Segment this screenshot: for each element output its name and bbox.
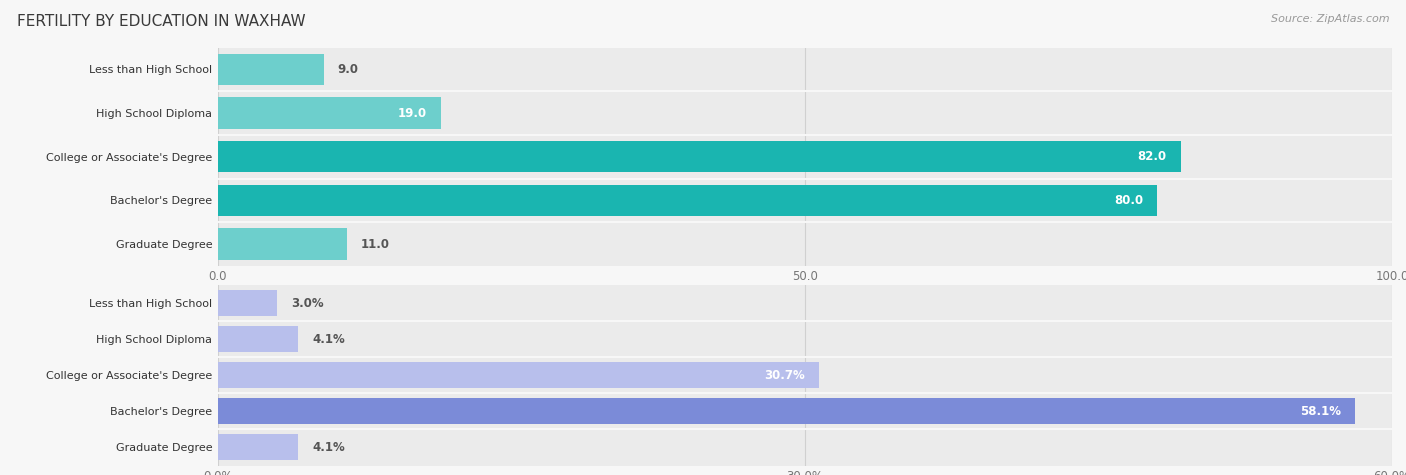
Bar: [218, 141, 1181, 172]
Bar: [218, 228, 347, 260]
Text: 4.1%: 4.1%: [312, 441, 344, 454]
Text: 30.7%: 30.7%: [763, 369, 804, 382]
Bar: [218, 435, 298, 460]
Bar: [218, 54, 323, 85]
Text: FERTILITY BY EDUCATION IN WAXHAW: FERTILITY BY EDUCATION IN WAXHAW: [17, 14, 305, 29]
Text: 4.1%: 4.1%: [312, 332, 344, 346]
FancyBboxPatch shape: [218, 357, 1392, 393]
FancyBboxPatch shape: [218, 285, 1392, 321]
Text: 82.0: 82.0: [1137, 150, 1167, 163]
FancyBboxPatch shape: [218, 48, 1392, 91]
Text: Source: ZipAtlas.com: Source: ZipAtlas.com: [1271, 14, 1389, 24]
Text: 3.0%: 3.0%: [291, 296, 323, 310]
FancyBboxPatch shape: [218, 429, 1392, 466]
FancyBboxPatch shape: [218, 135, 1392, 179]
FancyBboxPatch shape: [218, 179, 1392, 222]
Bar: [218, 290, 277, 316]
Text: 58.1%: 58.1%: [1299, 405, 1341, 418]
Text: 80.0: 80.0: [1114, 194, 1143, 207]
Bar: [218, 362, 818, 388]
Bar: [218, 326, 298, 352]
FancyBboxPatch shape: [218, 222, 1392, 266]
Text: 19.0: 19.0: [398, 106, 427, 120]
FancyBboxPatch shape: [218, 91, 1392, 135]
FancyBboxPatch shape: [218, 393, 1392, 429]
Bar: [218, 97, 441, 129]
Text: 11.0: 11.0: [361, 238, 389, 251]
Bar: [218, 185, 1157, 216]
Bar: [218, 399, 1355, 424]
Text: 9.0: 9.0: [337, 63, 359, 76]
FancyBboxPatch shape: [218, 321, 1392, 357]
